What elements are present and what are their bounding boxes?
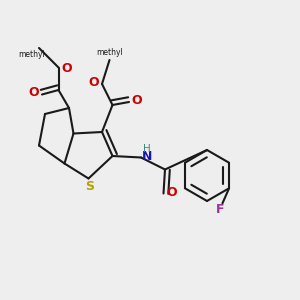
Text: methyl: methyl	[18, 50, 45, 58]
Text: S: S	[85, 180, 94, 194]
Text: F: F	[216, 203, 224, 216]
Text: O: O	[28, 86, 39, 100]
Text: O: O	[167, 186, 177, 200]
Text: N: N	[142, 150, 152, 164]
Text: methyl: methyl	[96, 48, 123, 57]
Text: O: O	[88, 76, 99, 89]
Text: H: H	[143, 144, 151, 154]
Text: O: O	[131, 94, 142, 107]
Text: O: O	[61, 62, 72, 76]
